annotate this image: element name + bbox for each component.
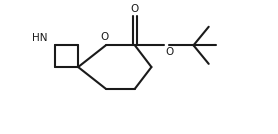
Text: O: O [165,47,173,57]
Text: O: O [100,32,108,42]
Text: HN: HN [32,33,48,43]
Text: O: O [131,3,139,14]
